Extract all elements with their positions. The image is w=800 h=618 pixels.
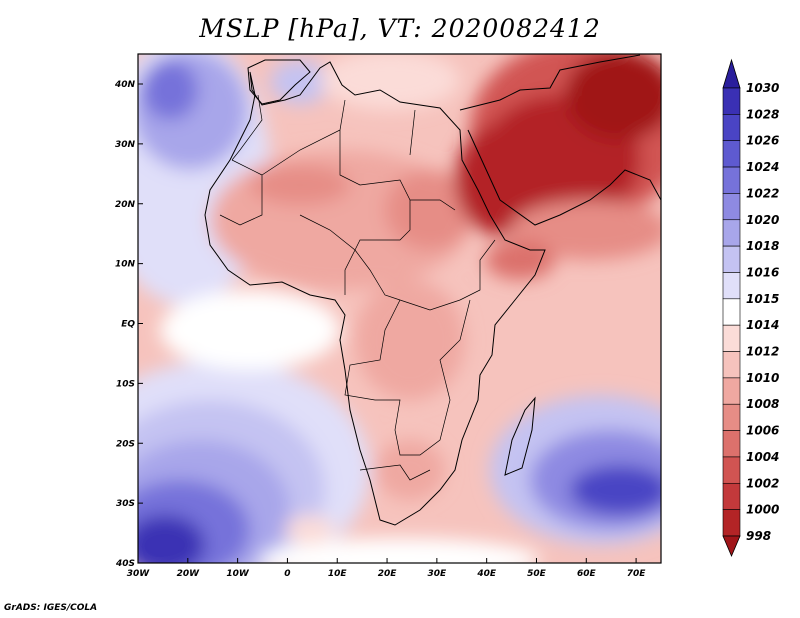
lat-tick-label: 40N: [114, 80, 136, 90]
plot-frame: [137, 53, 662, 564]
colorbar-label: 1020: [746, 213, 779, 227]
colorbar-label: 1010: [746, 371, 779, 385]
colorbar-box: [722, 245, 741, 273]
lon-tick-label: 10E: [328, 569, 348, 579]
colorbar-box: [722, 166, 741, 194]
colorbar-box: [722, 87, 741, 115]
colorbar-box: [722, 403, 741, 431]
colorbar-label: 1006: [746, 424, 779, 438]
colorbar-label: 1028: [746, 107, 779, 121]
colorbar-box: [722, 509, 741, 537]
map-axes: 30W 20W 10W 0 10E 20E 30E 40E 50E 60E 70E 40N 30N 20N…: [114, 80, 646, 579]
colorbar-box: [722, 482, 741, 510]
lat-tick-label: 30S: [116, 499, 135, 509]
lat-tick-label: 20S: [116, 439, 135, 449]
colorbar-label: 1004: [746, 450, 779, 464]
colorbar-label: 1008: [746, 397, 779, 411]
colorbar-label: 1030: [746, 81, 779, 95]
colorbar-label: 1022: [746, 186, 779, 200]
colorbar: 1030 1028 1026 1024 1022 1020 1018 1016 1015 1014…: [722, 58, 779, 558]
colorbar-box: [722, 114, 741, 142]
lat-tick-label: 30N: [115, 140, 136, 150]
lon-tick-label: 10W: [226, 569, 250, 579]
lat-tick-label: EQ: [121, 320, 135, 330]
lon-tick-label: 0: [284, 569, 290, 579]
lon-tick-label: 60E: [577, 569, 597, 579]
colorbar-box: [722, 456, 741, 484]
colorbar-label: 1026: [746, 134, 779, 148]
lon-tick-label: 70E: [627, 569, 647, 579]
colorbar-label: 998: [746, 529, 771, 543]
colorbar-box: [722, 219, 741, 247]
colorbar-box: [722, 430, 741, 458]
colorbar-label: 1002: [746, 476, 779, 490]
colorbar-box: [722, 298, 741, 326]
pressure-field: [138, 54, 661, 563]
country-borders: [219, 94, 496, 481]
colorbar-box: [722, 140, 741, 168]
colorbar-label: 1012: [746, 345, 779, 359]
colorbar-box: [722, 351, 741, 379]
colorbar-label: 1024: [746, 160, 779, 174]
colorbar-box: [722, 272, 741, 300]
lon-tick-label: 20E: [378, 569, 398, 579]
lat-tick-label: 20N: [115, 200, 136, 210]
lon-tick-label: 20W: [177, 569, 201, 579]
colorbar-arrow-top: [722, 58, 741, 89]
lon-tick-label: 40E: [476, 569, 497, 579]
colorbar-label: 1015: [746, 292, 779, 306]
lon-tick-label: 50E: [527, 569, 547, 579]
colorbar-label: 1014: [746, 318, 779, 332]
colorbar-arrow-bottom: [722, 535, 741, 558]
colorbar-box: [722, 193, 741, 221]
colorbar-label: 1016: [746, 265, 779, 279]
map-title: MSLP [hPa], VT: 2020082412: [199, 14, 601, 43]
coastlines: [204, 54, 661, 526]
lat-tick-label: 40S: [115, 559, 135, 569]
colorbar-label: 1018: [746, 239, 779, 253]
lon-tick-label: 30W: [127, 569, 151, 579]
lon-tick-label: 30E: [428, 569, 448, 579]
colorbar-box: [722, 324, 741, 352]
colorbar-box: [722, 377, 741, 405]
lat-tick-label: 10N: [115, 260, 136, 270]
colorbar-label: 1000: [746, 503, 779, 517]
lat-tick-label: 10S: [116, 379, 135, 389]
grads-credit: GrADS: IGES/COLA: [4, 603, 98, 613]
